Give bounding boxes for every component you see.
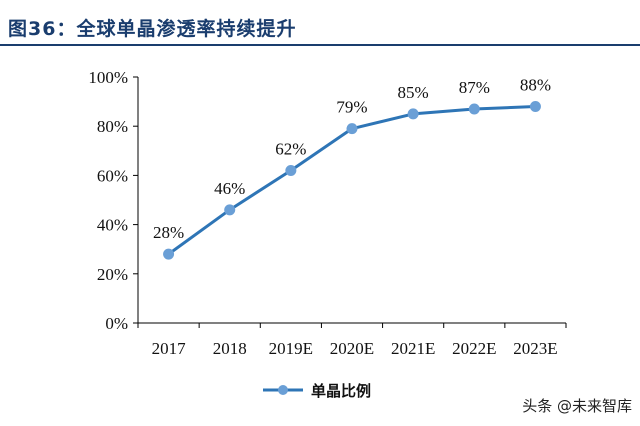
y-tick-label: 0% <box>105 314 128 333</box>
y-tick-label: 80% <box>97 117 128 136</box>
data-point <box>163 248 175 260</box>
data-point <box>468 103 480 115</box>
data-point <box>407 108 419 120</box>
data-labels: 28% 46% 62% 79% 85% 87% 88% <box>153 76 551 243</box>
data-label: 85% <box>398 83 429 102</box>
chart-axes <box>137 77 566 324</box>
legend-marker-swatch <box>278 385 288 395</box>
x-tick-label: 2023E <box>513 339 557 358</box>
figure-header: 图36：全球单晶渗透率持续提升 <box>0 0 640 48</box>
x-tick-label: 2017 <box>152 339 187 358</box>
data-label: 87% <box>459 78 490 97</box>
y-tick-label: 40% <box>97 216 128 235</box>
y-tick-label: 100% <box>88 68 128 87</box>
data-label: 28% <box>153 223 184 242</box>
watermark: 头条 @未来智库 <box>522 397 632 415</box>
legend-label: 单晶比例 <box>311 382 371 400</box>
data-point <box>285 164 297 176</box>
figure-title: 图36：全球单晶渗透率持续提升 <box>8 18 297 40</box>
title-divider <box>0 44 640 46</box>
y-tick-label: 20% <box>97 265 128 284</box>
y-tick-label: 60% <box>97 166 128 185</box>
y-axis-ticks: 0% 20% 40% 60% 80% 100% <box>88 68 138 333</box>
x-tick-label: 2018 <box>213 339 247 358</box>
x-axis-ticks: 2017 2018 2019E 2020E 2021E 2022E 2023E <box>137 323 567 358</box>
data-point <box>224 204 236 216</box>
x-tick-label: 2020E <box>330 339 374 358</box>
series-layer <box>163 101 541 260</box>
data-label: 62% <box>275 139 306 158</box>
x-tick-label: 2019E <box>269 339 313 358</box>
data-point <box>346 123 358 135</box>
x-tick-label: 2022E <box>452 339 496 358</box>
data-label: 46% <box>214 179 245 198</box>
data-point <box>529 101 541 113</box>
data-label: 88% <box>520 76 551 95</box>
chart-legend: 单晶比例 <box>263 382 371 400</box>
data-label: 79% <box>336 98 367 117</box>
x-tick-label: 2021E <box>391 339 435 358</box>
